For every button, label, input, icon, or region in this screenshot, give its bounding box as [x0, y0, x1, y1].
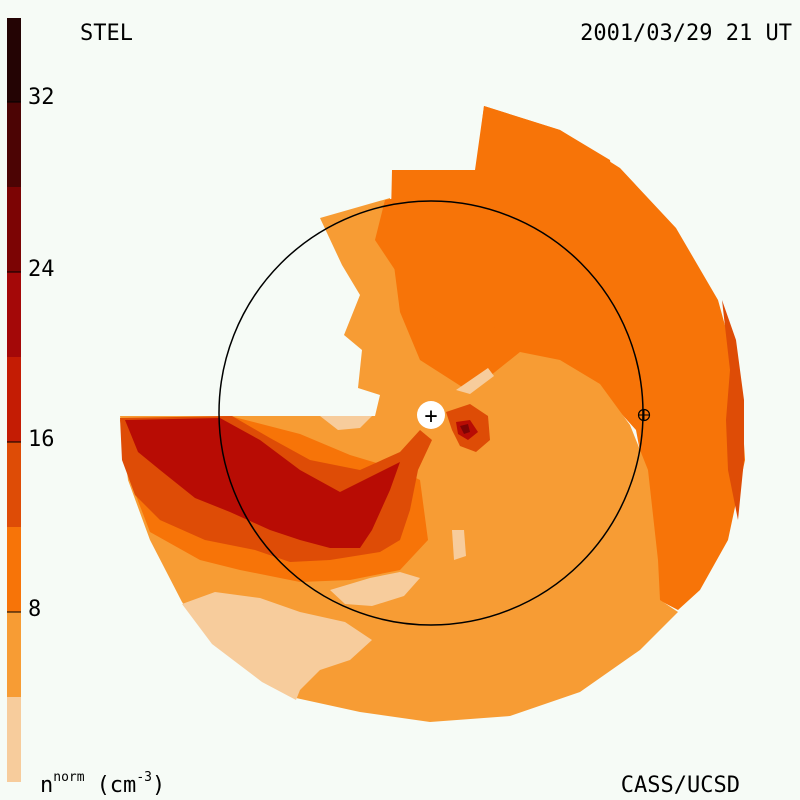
- unit-base: n: [40, 773, 53, 798]
- contour-level-8-12-upper: [375, 106, 640, 350]
- earth-orbit-circle: [218, 200, 644, 626]
- sun-symbol: +: [424, 404, 437, 429]
- contour-level-12-16-rim: [722, 300, 744, 520]
- contour-level-0-4-edge: [320, 416, 372, 430]
- contour-level-0-4-top: [456, 368, 494, 394]
- color-band-28-32: [7, 102, 21, 187]
- contour-level-20-24-center: [460, 424, 470, 434]
- datetime-label: 2001/03/29 21 UT: [580, 21, 792, 46]
- contour-level-0-4-patch: [330, 572, 420, 606]
- color-scale-bar: [7, 18, 21, 782]
- credit-label: CASS/UCSD: [621, 773, 740, 798]
- tick-label-24: 24: [28, 257, 55, 282]
- color-band-20-24: [7, 272, 21, 357]
- color-band-4-8: [7, 612, 21, 697]
- unit-close: ): [152, 773, 165, 798]
- tick-label-16: 16: [28, 427, 55, 452]
- colorbar-unit-label: nnorm (cm-3): [40, 770, 165, 798]
- color-scale-ticks: 8 16 24 32: [7, 85, 55, 622]
- unit-superscript: norm: [53, 770, 84, 785]
- unit-exponent: -3: [136, 770, 152, 785]
- color-band-24-28: [7, 187, 21, 272]
- contour-level-0-4-small: [452, 530, 466, 560]
- color-band-8-12: [7, 527, 21, 612]
- unit-open: (cm: [97, 773, 137, 798]
- tick-label-8: 8: [28, 597, 41, 622]
- contour-level-0-4-lower: [182, 592, 372, 700]
- earth-marker: [637, 408, 651, 422]
- density-contours: [120, 106, 745, 722]
- sun-marker: +: [417, 401, 445, 429]
- color-band-32-36: [7, 18, 21, 102]
- contour-level-16-20-left: [125, 418, 400, 548]
- color-band-0-4: [7, 697, 21, 782]
- tick-label-32: 32: [28, 85, 55, 110]
- instrument-label: STEL: [80, 21, 133, 46]
- color-band-12-16: [7, 442, 21, 527]
- sun-disk-icon: [417, 401, 445, 429]
- color-band-16-20: [7, 357, 21, 442]
